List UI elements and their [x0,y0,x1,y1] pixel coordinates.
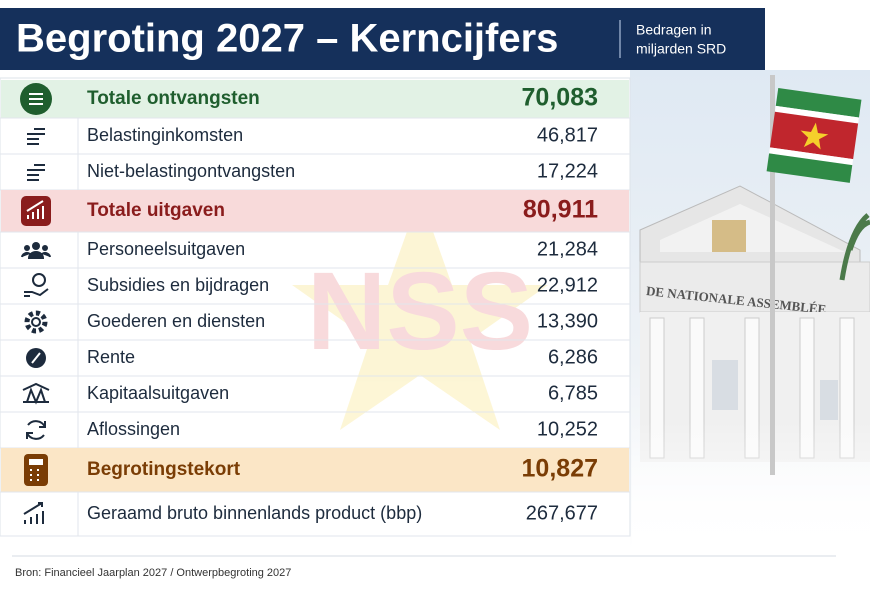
total-value: 70,083 [522,84,598,112]
row-value: 10,252 [537,418,598,440]
row-value: 13,390 [537,310,598,332]
row-icon [27,128,45,145]
row-highlight [1,448,629,492]
row-label: Belastinginkomsten [87,125,243,145]
icon-part [27,128,45,145]
icon-part [32,273,46,287]
row-label: Rente [87,347,135,367]
icon-part [24,454,48,486]
source-note: Bron: Financieel Jaarplan 2027 / Ontwerp… [15,567,291,579]
row-value: 21,284 [537,238,598,260]
row-icon [24,273,49,297]
header-bar [0,8,765,70]
total-label: Begrotingstekort [87,459,241,480]
row-label: Goederen en diensten [87,311,265,331]
icon-part [21,196,51,226]
icon-part [22,382,50,405]
icon-part [31,352,41,364]
icon-part [32,242,40,250]
icon-part [26,420,46,440]
row-icon [27,164,45,181]
total-label: Totale uitgaven [87,200,225,221]
icon-part [29,459,43,465]
row-value: 17,224 [537,160,598,182]
icon-part [24,245,30,251]
icon-part [27,164,45,181]
title: Begroting 2027 – Kerncijfers [16,17,558,61]
row-value: 6,785 [548,382,598,404]
row-highlight [1,190,629,232]
icon-part [24,288,49,297]
unit-note: miljarden SRD [636,41,726,57]
row-icon [24,454,48,486]
row-icon [20,83,52,115]
icon-part [23,502,44,524]
icon-part [21,251,51,259]
row-label: Subsidies en bijdragen [87,275,269,295]
row-label: Kapitaalsuitgaven [87,383,229,403]
icon-part [29,93,43,105]
row-highlight [1,80,629,118]
icon-part [31,317,41,327]
watermark-text: NSS [307,250,533,373]
unit-note: Bedragen in [636,22,712,38]
icon-part [42,245,48,251]
row-icon [21,242,51,259]
photo: DE NATIONALE ASSEMBLÉE [630,70,870,550]
row-label: Aflossingen [87,419,180,439]
total-label: Totale ontvangsten [87,88,260,109]
row-value: 6,286 [548,346,598,368]
icon-part [30,469,39,481]
row-label: Geraamd bruto binnenlands product (bbp) [87,503,422,523]
icon-part [24,310,48,334]
row-icon [21,196,51,226]
row-icon [23,502,44,524]
row-value: 46,817 [537,124,598,146]
watermark: NSS [292,195,548,430]
row-icon [22,382,50,405]
total-value: 10,827 [522,455,598,483]
icon-part [26,200,44,219]
row-label: Personeelsuitgaven [87,239,245,259]
row-label: Niet-belastingontvangsten [87,161,295,181]
row-icon [26,348,46,368]
row-icon [26,420,46,440]
row-value: 22,912 [537,274,598,296]
row-icon [24,310,48,334]
total-value: 80,911 [523,196,598,224]
row-value: 267,677 [526,502,598,524]
